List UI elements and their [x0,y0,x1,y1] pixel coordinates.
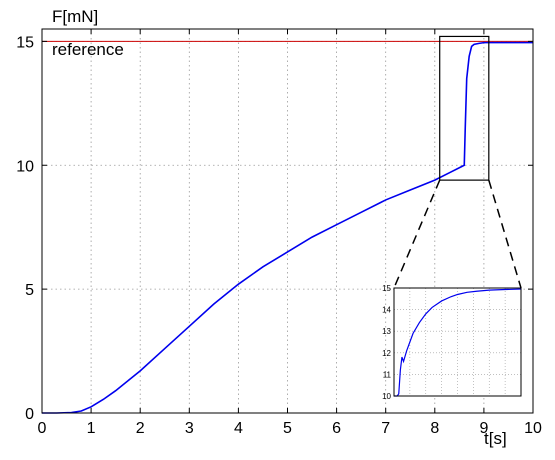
inset-y-tick-label: 10 [382,392,391,401]
x-tick-label: 1 [87,420,96,437]
y-axis-label: F[mN] [52,7,98,26]
x-tick-label: 5 [283,420,292,437]
x-tick-label: 6 [332,420,341,437]
y-tick-label: 10 [16,158,34,175]
x-tick-label: 7 [381,420,390,437]
inset-frame [393,287,522,397]
zoom-box [439,35,490,181]
y-tick-label: 15 [16,34,34,51]
inset-y-tick-label: 15 [382,284,391,293]
y-tick-label: 0 [25,406,34,423]
zoom-connector-right [488,179,522,289]
zoom-connectors [393,179,522,289]
inset-y-tick-label: 14 [382,306,391,315]
x-tick-label: 8 [430,420,439,437]
inset-zoom-plot: 10 11 12 13 14 15 [382,284,522,401]
inset-y-tick-label: 13 [382,327,391,336]
inset-tick-labels: 10 11 12 13 14 15 [382,284,391,401]
x-tick-label: 10 [524,420,542,437]
force-line [42,41,533,414]
reference-legend-label: reference [52,40,124,59]
x-axis-label: t[s] [484,429,507,448]
x-tick-label: 0 [38,420,47,437]
y-tick-label: 5 [25,282,34,299]
x-tick-label: 4 [234,420,243,437]
x-tick-label: 3 [185,420,194,437]
inset-y-tick-label: 11 [383,370,392,379]
inset-y-tick-label: 12 [382,349,391,358]
zoom-connector-left [393,179,441,289]
main-series [42,40,533,414]
inset-grid [394,288,521,396]
x-tick-label: 9 [479,420,488,437]
inset-force-line [394,288,522,397]
x-tick-label: 2 [136,420,145,437]
